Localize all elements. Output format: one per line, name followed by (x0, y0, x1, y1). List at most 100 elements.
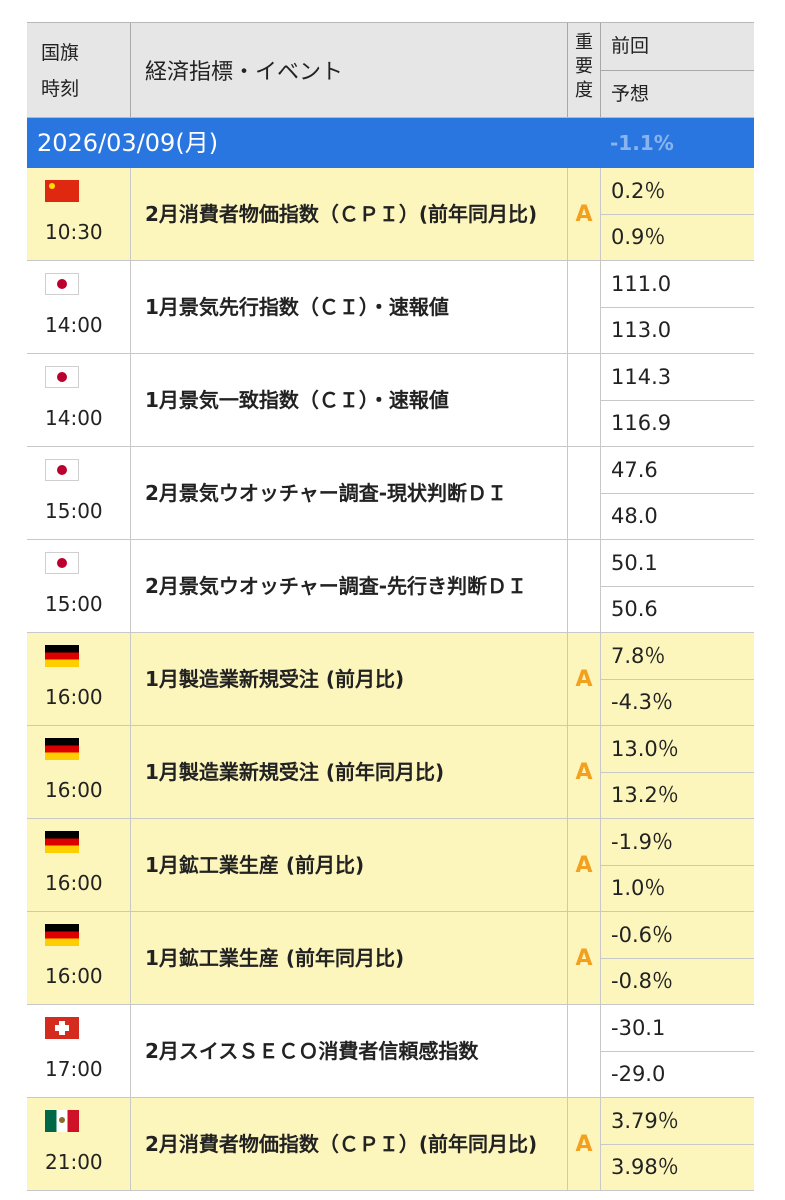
event-name-text: 1月製造業新規受注 (前年同月比) (145, 760, 445, 784)
china-flag-icon (45, 180, 79, 202)
event-time: 14:00 (45, 406, 103, 430)
event-list: 10:30 2月消費者物価指数（ＣＰＩ）(前年同月比) A 0.2％ 0.9％ 14:00… (27, 168, 754, 1191)
event-name[interactable]: 1月景気先行指数（ＣＩ）・速報値 (130, 261, 567, 353)
event-name[interactable]: 2月消費者物価指数（ＣＰＩ）(前年同月比) (130, 1098, 567, 1190)
importance-badge (567, 1005, 600, 1097)
forecast-value: 3.98％ (611, 1155, 679, 1179)
event-row[interactable]: 15:00 2月景気ウオッチャー調査-現状判断ＤＩ 47.6 48.0 (27, 447, 754, 540)
previous-value: 3.79％ (601, 1098, 754, 1145)
values-cell: 7.8％ -4.3％ (600, 633, 754, 725)
header-time-label: 時刻 (41, 78, 80, 100)
event-time: 16:00 (45, 964, 103, 988)
values-cell: 111.0 113.0 (600, 261, 754, 353)
event-time: 10:30 (45, 220, 103, 244)
importance-badge (567, 354, 600, 446)
forecast-value: -0.8％ (611, 969, 673, 993)
event-time: 15:00 (45, 499, 103, 523)
date-label: 2026/03/09(月) (37, 129, 219, 157)
event-name[interactable]: 1月製造業新規受注 (前年同月比) (130, 726, 567, 818)
forecast-value: -29.0 (611, 1062, 666, 1086)
event-name-text: 1月景気一致指数（ＣＩ）・速報値 (145, 388, 449, 412)
switzerland-flag-icon (45, 1017, 79, 1039)
table-header: 国旗 時刻 経済指標・イベント 重 要 度 前回 予想 (27, 22, 754, 118)
event-row[interactable]: 21:00 2月消費者物価指数（ＣＰＩ）(前年同月比) A 3.79％ 3.98％ (27, 1098, 754, 1191)
header-forecast-label: 予想 (611, 83, 650, 105)
event-time: 15:00 (45, 592, 103, 616)
event-name-text: 2月スイスＳＥＣＯ消費者信頼感指数 (145, 1039, 479, 1063)
event-name[interactable]: 1月景気一致指数（ＣＩ）・速報値 (130, 354, 567, 446)
header-flag-label: 国旗 (41, 42, 80, 64)
event-row[interactable]: 14:00 1月景気一致指数（ＣＩ）・速報値 114.3 116.9 (27, 354, 754, 447)
importance-badge: A (567, 633, 600, 725)
event-row[interactable]: 10:30 2月消費者物価指数（ＣＰＩ）(前年同月比) A 0.2％ 0.9％ (27, 168, 754, 261)
germany-flag-icon (45, 924, 79, 946)
event-row[interactable]: 14:00 1月景気先行指数（ＣＩ）・速報値 111.0 113.0 (27, 261, 754, 354)
event-name[interactable]: 1月鉱工業生産 (前月比) (130, 819, 567, 911)
values-cell: 13.0％ 13.2％ (600, 726, 754, 818)
event-row[interactable]: 16:00 1月鉱工業生産 (前年同月比) A -0.6％ -0.8％ (27, 912, 754, 1005)
flag-time-cell: 16:00 (27, 633, 130, 725)
germany-flag-icon (45, 738, 79, 760)
japan-flag-icon (45, 459, 79, 481)
previous-value: -30.1 (601, 1005, 754, 1052)
event-row[interactable]: 16:00 1月製造業新規受注 (前年同月比) A 13.0％ 13.2％ (27, 726, 754, 819)
values-cell: -1.9％ 1.0％ (600, 819, 754, 911)
previous-value: 50.1 (601, 540, 754, 587)
forecast-value: 13.2％ (611, 783, 679, 807)
flag-time-cell: 14:00 (27, 354, 130, 446)
japan-flag-icon (45, 552, 79, 574)
previous-value: 114.3 (601, 354, 754, 401)
flag-time-cell: 15:00 (27, 447, 130, 539)
event-name[interactable]: 2月景気ウオッチャー調査-現状判断ＤＩ (130, 447, 567, 539)
japan-flag-icon (45, 273, 79, 295)
event-time: 21:00 (45, 1150, 103, 1174)
previous-value: 0.2％ (601, 168, 754, 215)
header-importance-3: 度 (575, 80, 593, 101)
flag-time-cell: 16:00 (27, 819, 130, 911)
values-cell: 0.2％ 0.9％ (600, 168, 754, 260)
flag-time-cell: 17:00 (27, 1005, 130, 1097)
economic-calendar: 国旗 時刻 経済指標・イベント 重 要 度 前回 予想 2026/03/09(月… (27, 22, 754, 1191)
importance-badge: A (567, 1098, 600, 1190)
importance-badge (567, 540, 600, 632)
event-time: 16:00 (45, 778, 103, 802)
importance-badge: A (567, 168, 600, 260)
event-time: 16:00 (45, 685, 103, 709)
event-name[interactable]: 2月景気ウオッチャー調査-先行き判断ＤＩ (130, 540, 567, 632)
importance-badge (567, 447, 600, 539)
event-name-text: 1月鉱工業生産 (前年同月比) (145, 946, 405, 970)
header-flag-time: 国旗 時刻 (27, 23, 130, 117)
event-name[interactable]: 1月製造業新規受注 (前月比) (130, 633, 567, 725)
forecast-value: 50.6 (611, 597, 658, 621)
forecast-value: 48.0 (611, 504, 658, 528)
event-name-text: 2月景気ウオッチャー調査-先行き判断ＤＩ (145, 574, 528, 598)
event-name-text: 1月製造業新規受注 (前月比) (145, 667, 405, 691)
date-bar: 2026/03/09(月) -1.1% (27, 118, 754, 168)
event-row[interactable]: 16:00 1月鉱工業生産 (前月比) A -1.9％ 1.0％ (27, 819, 754, 912)
values-cell: 3.79％ 3.98％ (600, 1098, 754, 1190)
event-row[interactable]: 15:00 2月景気ウオッチャー調査-先行き判断ＤＩ 50.1 50.6 (27, 540, 754, 633)
event-name[interactable]: 2月スイスＳＥＣＯ消費者信頼感指数 (130, 1005, 567, 1097)
event-name[interactable]: 1月鉱工業生産 (前年同月比) (130, 912, 567, 1004)
germany-flag-icon (45, 645, 79, 667)
importance-badge: A (567, 726, 600, 818)
event-time: 16:00 (45, 871, 103, 895)
event-name-text: 1月鉱工業生産 (前月比) (145, 853, 365, 877)
importance-badge: A (567, 819, 600, 911)
forecast-value: 0.9％ (611, 225, 666, 249)
event-row[interactable]: 16:00 1月製造業新規受注 (前月比) A 7.8％ -4.3％ (27, 633, 754, 726)
flag-time-cell: 21:00 (27, 1098, 130, 1190)
values-cell: -30.1 -29.0 (600, 1005, 754, 1097)
event-row[interactable]: 17:00 2月スイスＳＥＣＯ消費者信頼感指数 -30.1 -29.0 (27, 1005, 754, 1098)
values-cell: 114.3 116.9 (600, 354, 754, 446)
japan-flag-icon (45, 366, 79, 388)
event-name-text: 2月消費者物価指数（ＣＰＩ）(前年同月比) (145, 202, 538, 226)
values-cell: 47.6 48.0 (600, 447, 754, 539)
values-cell: -0.6％ -0.8％ (600, 912, 754, 1004)
germany-flag-icon (45, 831, 79, 853)
importance-badge (567, 261, 600, 353)
event-name-text: 1月景気先行指数（ＣＩ）・速報値 (145, 295, 449, 319)
event-name[interactable]: 2月消費者物価指数（ＣＰＩ）(前年同月比) (130, 168, 567, 260)
header-importance: 重 要 度 (567, 23, 600, 117)
event-name-text: 2月消費者物価指数（ＣＰＩ）(前年同月比) (145, 1132, 538, 1156)
